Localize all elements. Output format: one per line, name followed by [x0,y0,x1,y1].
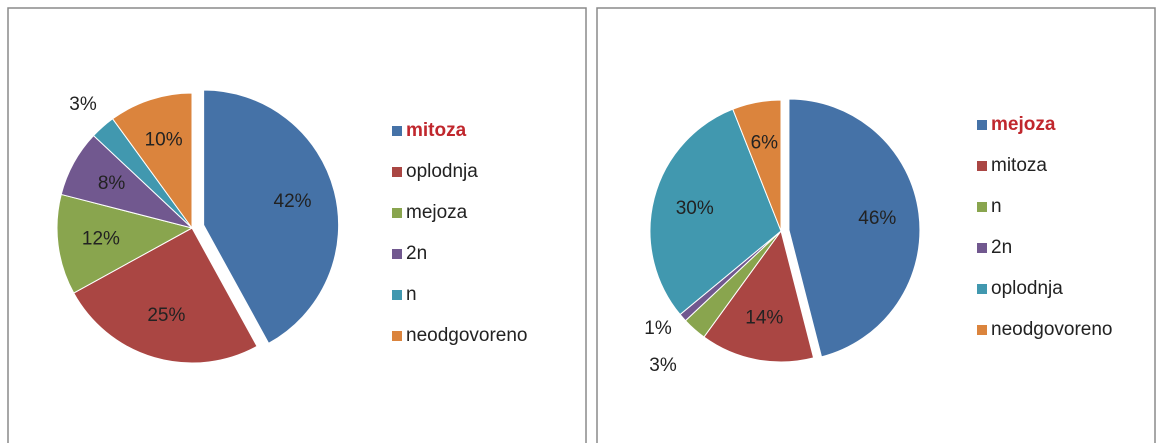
data-label: 6% [751,133,779,154]
legend-swatch [392,208,402,218]
legend-swatch [977,243,987,253]
data-label: 25% [147,305,185,326]
pie-slice [203,89,340,344]
legend-label: mejoza [406,202,468,223]
data-label: 1% [644,318,672,339]
legend-swatch [977,120,987,130]
data-label: 30% [676,198,714,219]
legend-label: oplodnja [991,278,1063,299]
legend-swatch [977,325,987,335]
pie-slice [56,193,194,294]
pie-slice [73,227,258,364]
data-label: 12% [82,229,120,250]
legend-label: n [991,196,1002,217]
pie-slice [111,92,193,230]
legend-label: 2n [991,237,1012,258]
legend-label: mitoza [991,155,1047,176]
legend-swatch [392,331,402,341]
pie-slice [703,229,815,363]
legend-swatch [977,161,987,171]
data-label: 8% [98,173,126,194]
legend-swatch [392,126,402,136]
data-label: 14% [745,308,783,329]
data-label: 46% [858,208,896,229]
data-label: 3% [649,355,677,376]
data-label: 10% [145,130,183,151]
legend-label: n [406,284,417,305]
legend-swatch [977,284,987,294]
legend-swatch [392,249,402,259]
pie-slice [649,108,782,316]
data-label: 3% [69,94,97,115]
pie-slice [788,98,921,358]
legend-swatch [977,202,987,212]
legend-swatch [392,290,402,300]
pie-slice [732,99,782,232]
legend-label: mejoza [991,114,1056,135]
legend-swatch [392,167,402,177]
legend-label: 2n [406,243,427,264]
data-label: 42% [274,191,312,212]
legend-label: neodgovoreno [406,325,528,346]
legend-label: mitoza [406,120,467,141]
legend-label: neodgovoreno [991,319,1113,340]
legend-label: oplodnja [406,161,478,182]
